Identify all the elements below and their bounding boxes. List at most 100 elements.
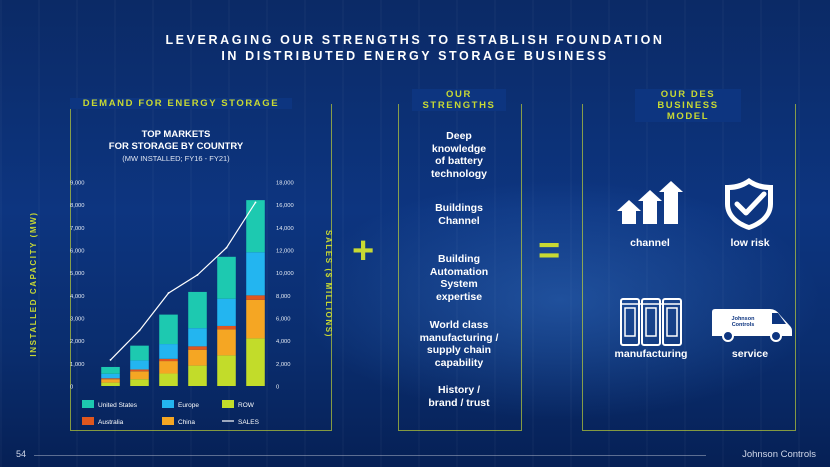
y2-tick-label: 12,000	[276, 249, 294, 255]
service-van-icon: Johnson Controls	[712, 309, 792, 342]
y-tick-label: 1,000	[70, 362, 85, 368]
y-tick-label: 9,000	[70, 181, 85, 187]
bar-segment-row	[188, 365, 207, 386]
y2-tick-label: 14,000	[276, 226, 294, 232]
legend-label-europe: Europe	[178, 402, 199, 409]
strength-manufacturing: World class manufacturing / supply chain…	[400, 319, 518, 369]
strengths-title-line-2: STRENGTHS	[422, 100, 496, 111]
legend-label-sales: SALES	[238, 419, 260, 426]
manufacturing-label: manufacturing	[614, 348, 688, 360]
bar-segment-china	[246, 299, 265, 339]
bar-segment-europe	[101, 373, 120, 379]
bar-segment-china	[130, 371, 149, 380]
channel-label: channel	[630, 237, 670, 249]
low-risk-label: low risk	[730, 237, 770, 249]
y2-tick-label: 6,000	[276, 317, 291, 323]
van-logo-line-1: Johnson	[732, 316, 756, 322]
bar-segment-australia	[159, 358, 178, 362]
chart-title-line-1: TOP MARKETS	[142, 129, 211, 140]
y2-tick-label: 18,000	[276, 181, 294, 187]
strength-channel-text: Buildings Channel	[435, 202, 483, 227]
page-number: 54	[16, 449, 27, 459]
footer-brand: Johnson Controls	[742, 449, 816, 460]
bar-segment-united-states	[130, 345, 149, 361]
bar-segment-row	[246, 338, 265, 386]
chart-title-line-2: FOR STORAGE BY COUNTRY	[109, 141, 244, 152]
y-tick-label: 3,000	[70, 317, 85, 323]
legend-swatch-australia	[82, 417, 94, 425]
bar-segment-australia	[101, 378, 120, 380]
y-tick-label: 6,000	[70, 249, 85, 255]
bar-segment-china	[159, 361, 178, 374]
bar-segment-europe	[188, 328, 207, 347]
van-logo-line-2: Controls	[732, 322, 755, 328]
y-tick-label: 0	[70, 385, 73, 391]
bar-segment-row	[217, 355, 236, 386]
strength-brand-text: History / brand / trust	[428, 384, 490, 409]
bar-segment-united-states	[101, 366, 120, 374]
bar-segment-united-states	[188, 291, 207, 329]
headline-line-2: IN DISTRIBUTED ENERGY STORAGE BUSINESS	[221, 49, 609, 63]
headline: LEVERAGING OUR STRENGTHS TO ESTABLISH FO…	[0, 32, 830, 64]
y-axis-label: INSTALLED CAPACITY (MW)	[29, 211, 38, 356]
bar-segment-united-states	[246, 200, 265, 253]
legend-label-australia: Australia	[98, 419, 124, 426]
bar-segment-australia	[188, 346, 207, 350]
bar-segment-australia	[246, 295, 265, 300]
demand-title: DEMAND FOR ENERGY STORAGE	[70, 98, 292, 109]
legend-swatch-row	[222, 400, 234, 408]
bar-segment-china	[101, 379, 120, 383]
bar-segment-china	[217, 329, 236, 356]
demand-panel	[70, 104, 332, 431]
bar-segment-europe	[159, 344, 178, 359]
factory-racks-icon	[620, 298, 682, 346]
channel-icon	[617, 181, 683, 224]
bar-segment-europe	[246, 252, 265, 296]
y-tick-label: 5,000	[70, 271, 85, 277]
strength-brand: History / brand / trust	[400, 384, 518, 409]
y-tick-label: 2,000	[70, 339, 85, 345]
y-tick-label: 4,000	[70, 294, 85, 300]
strengths-title-line-1: OUR	[446, 89, 472, 100]
legend-swatch-united-states	[82, 400, 94, 408]
model-title-line-2: BUSINESS MODEL	[657, 100, 719, 122]
bar-segment-row	[130, 379, 149, 386]
service-label: service	[731, 348, 769, 360]
bar-segment-australia	[130, 369, 149, 372]
y-tick-label: 8,000	[70, 203, 85, 209]
strength-channel: Buildings Channel	[400, 202, 518, 227]
legend-label-united-states: United States	[98, 402, 138, 409]
strengths-panel	[398, 104, 522, 431]
model-title-line-1: OUR DES	[660, 89, 716, 100]
model-title: OUR DES BUSINESS MODEL	[635, 89, 741, 122]
y-tick-label: 7,000	[70, 226, 85, 232]
strengths-title: OUR STRENGTHS	[412, 89, 506, 111]
chart-subtitle: (MW INSTALLED; FY16 - FY21)	[122, 154, 230, 163]
y2-tick-label: 16,000	[276, 203, 294, 209]
strength-battery: Deep knowledge of battery technology	[400, 130, 518, 180]
equals-symbol: =	[538, 230, 561, 272]
bar-segment-united-states	[217, 256, 236, 299]
legend-swatch-europe	[162, 400, 174, 408]
y2-tick-label: 4,000	[276, 339, 291, 345]
legend-label-row: ROW	[238, 402, 255, 409]
bar-segment-europe	[217, 298, 236, 326]
y2-tick-label: 10,000	[276, 271, 294, 277]
bar-segment-united-states	[159, 314, 178, 345]
footer-divider	[34, 455, 706, 456]
y2-tick-label: 2,000	[276, 362, 291, 368]
legend-label-china: China	[178, 419, 195, 426]
bar-segment-row	[101, 382, 120, 386]
sales-line	[110, 202, 257, 361]
storage-chart: TOP MARKETS FOR STORAGE BY COUNTRY (MW I…	[29, 129, 333, 426]
shield-check-icon	[725, 178, 773, 230]
bar-segment-europe	[130, 360, 149, 370]
y2-tick-label: 0	[276, 385, 279, 391]
headline-line-1: LEVERAGING OUR STRENGTHS TO ESTABLISH FO…	[165, 33, 665, 47]
bar-segment-row	[159, 373, 178, 386]
strength-manufacturing-text: World class manufacturing / supply chain…	[419, 319, 499, 369]
strength-battery-text: Deep knowledge of battery technology	[430, 130, 487, 180]
bar-segment-china	[188, 349, 207, 366]
strength-automation-text: Building Automation System expertise	[429, 253, 489, 303]
y2-tick-label: 8,000	[276, 294, 291, 300]
